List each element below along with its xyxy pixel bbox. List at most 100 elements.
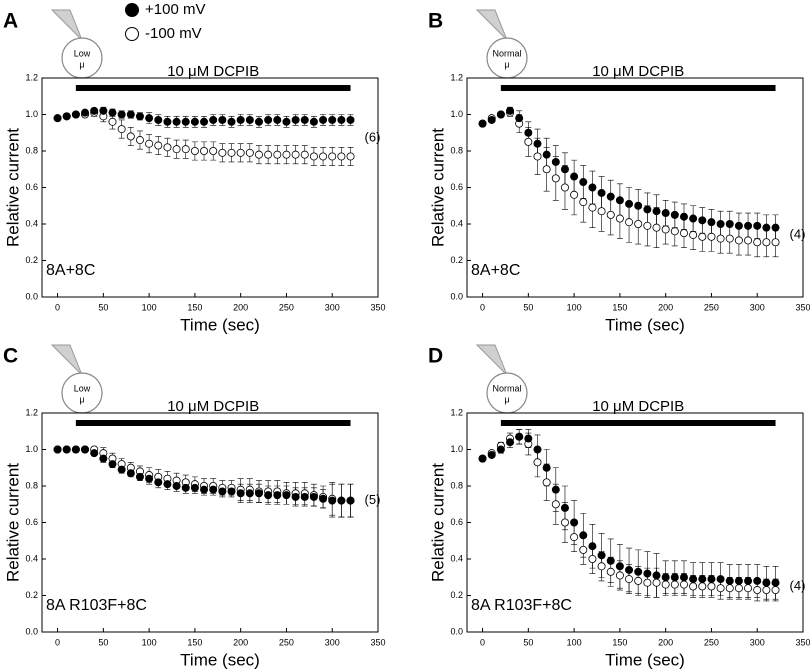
data-point xyxy=(698,582,707,591)
drug-label: 10 μM DCPIB xyxy=(167,398,259,415)
x-tick-label: 50 xyxy=(523,637,533,647)
n-annotation: (4) xyxy=(790,226,806,241)
x-tick-label: 300 xyxy=(750,637,765,647)
panel-label: B xyxy=(428,10,443,33)
drug-bar xyxy=(500,420,776,426)
data-point xyxy=(734,576,743,585)
data-point xyxy=(145,474,154,483)
data-point xyxy=(346,496,355,505)
data-point xyxy=(570,533,579,542)
data-point xyxy=(478,454,487,463)
data-point xyxy=(753,238,762,247)
x-tick-label: 300 xyxy=(750,302,765,312)
data-point xyxy=(108,460,117,469)
data-point xyxy=(245,115,254,124)
data-point xyxy=(154,478,163,487)
data-point xyxy=(771,223,780,232)
data-point xyxy=(515,114,524,123)
data-point xyxy=(606,567,615,576)
data-point xyxy=(551,500,560,509)
drug-bar xyxy=(500,85,776,91)
data-point xyxy=(643,205,652,214)
data-point xyxy=(264,491,273,500)
x-tick-label: 0 xyxy=(480,302,485,312)
data-point xyxy=(652,223,661,232)
data-point xyxy=(236,489,245,498)
data-point xyxy=(588,555,597,564)
data-point xyxy=(346,152,355,161)
data-point xyxy=(273,150,282,159)
data-point xyxy=(209,485,218,494)
y-tick-label: 1.2 xyxy=(450,72,463,82)
data-point xyxy=(181,483,190,492)
data-point xyxy=(218,148,227,157)
data-point xyxy=(126,132,135,141)
data-point xyxy=(506,106,515,115)
x-tick-label: 100 xyxy=(142,637,157,647)
data-point xyxy=(108,108,117,117)
y-tick-label: 1.0 xyxy=(25,109,38,119)
data-point xyxy=(99,106,108,115)
data-point xyxy=(291,492,300,501)
data-point xyxy=(309,492,318,501)
data-point xyxy=(689,230,698,239)
data-point xyxy=(634,567,643,576)
y-tick-label: 0.6 xyxy=(25,517,38,527)
data-point xyxy=(135,472,144,481)
data-point xyxy=(570,172,579,181)
x-tick-label: 200 xyxy=(233,302,248,312)
data-point xyxy=(99,454,108,463)
pipette xyxy=(50,9,83,41)
data-point xyxy=(615,571,624,580)
data-point xyxy=(245,489,254,498)
data-point xyxy=(560,165,569,174)
data-point xyxy=(615,214,624,223)
data-point xyxy=(771,238,780,247)
data-point xyxy=(579,531,588,540)
data-point xyxy=(652,207,661,216)
data-point xyxy=(533,139,542,148)
data-point xyxy=(698,575,707,584)
pipette-label: μ xyxy=(79,394,84,404)
x-tick-label: 300 xyxy=(325,302,340,312)
data-point xyxy=(190,483,199,492)
y-tick-label: 0.2 xyxy=(450,590,463,600)
data-point xyxy=(90,106,99,115)
x-tick-label: 0 xyxy=(55,302,60,312)
data-point xyxy=(236,148,245,157)
data-point xyxy=(661,209,670,218)
legend-marker xyxy=(125,3,139,17)
data-point xyxy=(282,491,291,500)
y-tick-label: 0.6 xyxy=(450,182,463,192)
data-point xyxy=(273,491,282,500)
data-point xyxy=(145,114,154,123)
y-tick-label: 0.0 xyxy=(450,626,463,636)
x-tick-label: 200 xyxy=(233,637,248,647)
x-tick-label: 150 xyxy=(612,637,627,647)
data-point xyxy=(634,219,643,228)
y-tick-label: 1.0 xyxy=(450,444,463,454)
data-point xyxy=(117,110,126,119)
data-point xyxy=(264,150,273,159)
n-annotation: (4) xyxy=(790,578,806,593)
data-point xyxy=(588,203,597,212)
drug-label: 10 μM DCPIB xyxy=(167,63,259,80)
data-point xyxy=(172,145,181,154)
x-axis-label: Time (sec) xyxy=(180,650,260,669)
data-point xyxy=(515,432,524,441)
data-point xyxy=(725,584,734,593)
y-tick-label: 0.0 xyxy=(25,626,38,636)
data-point xyxy=(309,152,318,161)
data-point xyxy=(661,573,670,582)
panel-label: A xyxy=(3,10,18,33)
data-point xyxy=(126,110,135,119)
data-point xyxy=(524,434,533,443)
panel-label: D xyxy=(428,345,443,368)
y-tick-label: 0.0 xyxy=(25,291,38,301)
data-point xyxy=(218,487,227,496)
data-point xyxy=(679,573,688,582)
data-point xyxy=(615,562,624,571)
